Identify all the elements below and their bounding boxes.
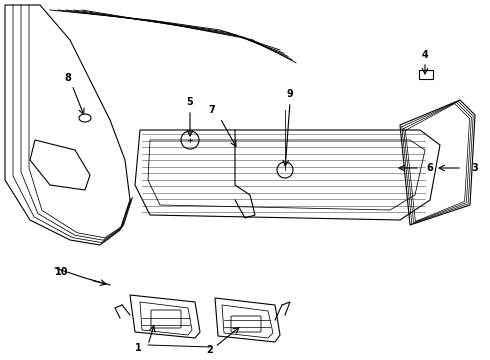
Text: 9: 9: [287, 89, 294, 99]
Text: 2: 2: [207, 345, 213, 355]
Text: 1: 1: [135, 343, 142, 353]
Text: 5: 5: [187, 97, 194, 107]
Text: 4: 4: [421, 50, 428, 60]
Text: 3: 3: [471, 163, 478, 173]
Text: 10: 10: [55, 267, 69, 277]
Text: 6: 6: [427, 163, 433, 173]
Text: 7: 7: [209, 105, 216, 115]
Text: 8: 8: [65, 73, 72, 83]
